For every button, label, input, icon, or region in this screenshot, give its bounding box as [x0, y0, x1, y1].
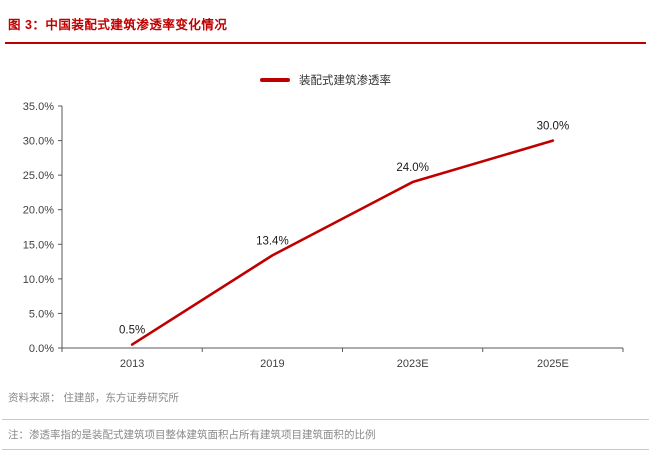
title-accent-rule	[5, 42, 646, 44]
data-label: 24.0%	[396, 162, 429, 174]
penetration-line-chart: 0.0% 5.0% 10.0% 15.0% 20.0% 25.0% 30.0% 35.0% 20…	[23, 101, 624, 370]
series-line	[130, 139, 555, 346]
chart-legend: 装配式建筑渗透率	[0, 72, 651, 88]
y-tick-label: 10.0%	[23, 274, 54, 286]
legend-label: 装配式建筑渗透率	[299, 75, 391, 87]
y-tick-label: 15.0%	[23, 239, 54, 251]
legend-line-marker-icon	[260, 78, 290, 82]
x-tick-label: 2019	[260, 358, 284, 370]
data-label: 13.4%	[256, 235, 289, 247]
y-tick-label: 20.0%	[23, 205, 54, 217]
y-tick-label: 25.0%	[23, 170, 54, 182]
y-tick-label: 5.0%	[29, 308, 54, 320]
source-text: 资料来源： 住建部，东方证券研究所	[8, 392, 179, 404]
x-tick-label: 2025E	[537, 358, 569, 370]
footer-divider-top	[2, 419, 649, 420]
figure-footer: 资料来源： 住建部，东方证券研究所 注：渗透率指的是装配式建筑项目整体建筑面积占…	[0, 390, 651, 450]
note-text: 注：渗透率指的是装配式建筑项目整体建筑面积占所有建筑项目建筑面积的比例	[8, 429, 376, 441]
data-label: 0.5%	[119, 325, 145, 337]
y-tick-label: 0.0%	[29, 343, 54, 355]
figure-header: 图 3：中国装配式建筑渗透率变化情况	[0, 0, 651, 33]
data-label: 30.0%	[537, 121, 570, 133]
x-tick-label: 2023E	[397, 358, 429, 370]
y-tick-label: 35.0%	[23, 101, 54, 113]
y-tick-label: 30.0%	[23, 136, 54, 148]
figure-title: 图 3：中国装配式建筑渗透率变化情况	[8, 18, 228, 32]
x-tick-label: 2013	[120, 358, 144, 370]
